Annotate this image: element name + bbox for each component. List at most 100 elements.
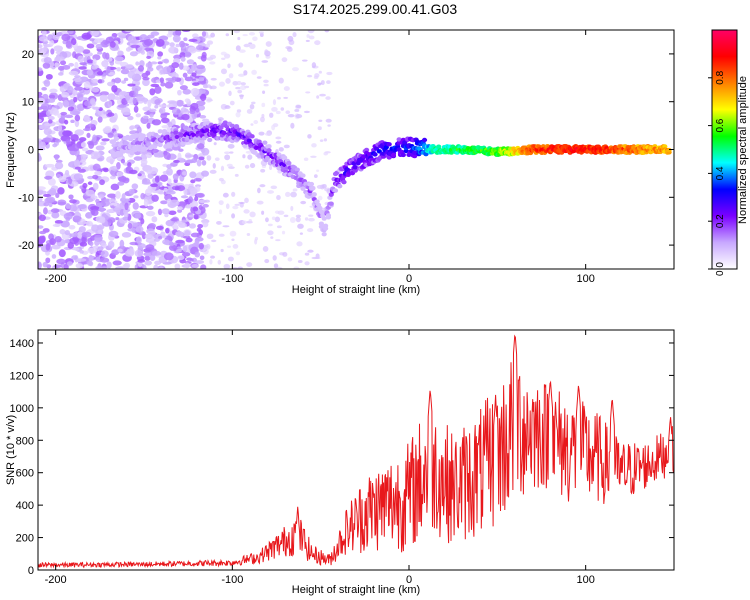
noise-blob <box>307 134 312 139</box>
ridge-blob <box>325 213 332 218</box>
noise-blob <box>294 108 300 112</box>
noise-blob <box>184 159 195 164</box>
noise-blob <box>196 227 202 232</box>
noise-blob <box>205 243 211 250</box>
noise-blob <box>224 154 231 161</box>
noise-blob <box>104 198 110 202</box>
noise-blob <box>38 91 43 97</box>
noise-blob <box>181 30 191 33</box>
noise-blob <box>149 113 154 118</box>
noise-blob <box>169 242 175 247</box>
noise-blob <box>139 60 145 67</box>
ridge-blob <box>386 142 392 147</box>
noise-blob <box>68 225 76 230</box>
noise-blob <box>199 255 205 261</box>
noise-blob <box>74 75 81 79</box>
noise-blob <box>172 35 181 43</box>
noise-blob <box>133 105 139 113</box>
noise-blob <box>257 187 261 194</box>
noise-blob <box>190 87 200 96</box>
y-tick-label: 600 <box>16 468 34 480</box>
noise-blob <box>160 200 168 205</box>
noise-blob <box>38 214 46 222</box>
noise-blob <box>83 116 92 123</box>
noise-blob <box>151 216 158 223</box>
noise-blob <box>59 85 65 93</box>
noise-blob <box>94 239 100 246</box>
noise-blob <box>87 247 97 254</box>
noise-blob <box>305 91 311 94</box>
noise-blob <box>38 140 44 148</box>
y-tick-label: 0 <box>28 565 34 577</box>
noise-blob <box>107 93 116 101</box>
x-tick-label: 100 <box>576 273 594 285</box>
noise-blob <box>38 97 46 105</box>
noise-blob <box>69 110 80 116</box>
noise-blob <box>47 98 56 103</box>
noise-blob <box>109 41 116 48</box>
noise-blob <box>147 223 156 229</box>
noise-blob <box>64 114 74 119</box>
noise-blob <box>260 116 265 123</box>
colorbar-tick-label: 0.4 <box>715 166 726 180</box>
noise-blob <box>38 188 44 196</box>
noise-blob <box>78 226 86 233</box>
noise-blob <box>251 69 257 75</box>
noise-blob <box>190 102 199 110</box>
noise-blob <box>280 107 285 111</box>
noise-blob <box>60 220 70 228</box>
noise-blob <box>168 46 178 54</box>
noise-blob <box>146 55 152 60</box>
ridge-blob <box>266 144 272 149</box>
noise-blob <box>249 163 256 169</box>
noise-blob <box>66 261 73 266</box>
noise-blob <box>145 188 152 196</box>
noise-blob <box>107 240 115 249</box>
noise-blob <box>68 194 74 200</box>
noise-blob <box>235 45 241 52</box>
noise-blob <box>211 239 217 243</box>
spectrogram-image <box>38 30 672 269</box>
noise-blob <box>181 171 187 176</box>
noise-blob <box>181 113 190 121</box>
noise-blob <box>133 156 143 161</box>
noise-blob <box>304 252 310 256</box>
noise-blob <box>307 30 315 34</box>
ridge-blob <box>152 144 158 150</box>
ridge-blob <box>314 199 320 204</box>
noise-blob <box>223 263 231 269</box>
noise-blob <box>116 67 121 72</box>
noise-blob <box>45 196 56 203</box>
noise-blob <box>175 30 182 37</box>
noise-blob <box>82 49 91 54</box>
noise-blob <box>295 113 303 119</box>
noise-blob <box>167 121 173 128</box>
noise-blob <box>134 249 143 258</box>
ridge-blob <box>187 127 193 133</box>
colorbar-ticks: 0.0 0.2 0.4 0.6 0.8 <box>708 70 726 276</box>
ridge-blob <box>167 143 173 149</box>
noise-blob <box>44 122 54 127</box>
noise-blob <box>240 85 247 91</box>
noise-blob <box>67 85 74 93</box>
noise-blob <box>243 70 248 76</box>
noise-blob <box>200 93 207 102</box>
ridge-blob <box>120 149 127 154</box>
noise-blob <box>38 186 46 191</box>
noise-blob <box>262 90 266 95</box>
noise-blob <box>325 118 332 123</box>
noise-blob <box>123 112 131 116</box>
ridge-blob <box>221 130 227 136</box>
ridge-blob <box>311 192 317 197</box>
noise-blob <box>196 64 205 70</box>
noise-blob <box>175 230 184 237</box>
noise-blob <box>227 245 232 248</box>
noise-blob <box>79 250 84 254</box>
colorbar-label: Normalized spectral amplitude <box>737 76 749 224</box>
noise-blob <box>240 82 246 86</box>
noise-blob <box>57 187 65 195</box>
ridge-blob <box>211 132 217 137</box>
noise-blob <box>127 70 136 79</box>
noise-blob <box>161 208 170 215</box>
noise-blob <box>176 249 182 253</box>
